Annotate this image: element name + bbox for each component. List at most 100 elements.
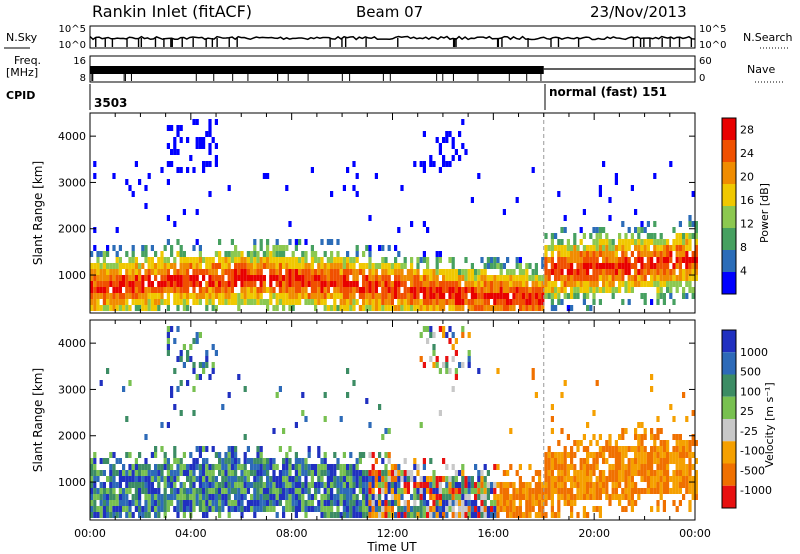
vel-cell bbox=[202, 368, 206, 374]
vel-cell bbox=[205, 494, 209, 500]
velocity-colorbar-tick: 500 bbox=[740, 366, 761, 379]
vel-cell bbox=[240, 488, 244, 494]
vel-cell bbox=[157, 500, 161, 506]
vel-cell bbox=[131, 476, 135, 482]
power-cell bbox=[275, 305, 279, 311]
vel-cell bbox=[240, 470, 244, 476]
vel-cell bbox=[550, 416, 554, 422]
power-cell bbox=[112, 305, 116, 311]
vel-cell bbox=[301, 482, 305, 488]
vel-cell bbox=[531, 500, 535, 506]
power-cell bbox=[99, 251, 103, 257]
power-cell bbox=[445, 269, 449, 275]
vel-cell bbox=[234, 464, 238, 470]
power-cell bbox=[458, 305, 462, 311]
power-cell bbox=[566, 269, 570, 275]
vel-cell bbox=[374, 458, 378, 464]
power-cell bbox=[403, 305, 407, 311]
power-cell bbox=[624, 239, 628, 245]
power-cell bbox=[112, 281, 116, 287]
vel-cell bbox=[570, 488, 574, 494]
power-cell bbox=[570, 305, 574, 311]
vel-cell bbox=[429, 476, 433, 482]
vel-cell bbox=[672, 434, 676, 440]
power-cell bbox=[598, 233, 602, 239]
power-cell bbox=[189, 275, 193, 281]
power-cell bbox=[656, 299, 660, 305]
power-cell bbox=[179, 263, 183, 269]
power-cell bbox=[93, 263, 97, 269]
power-cell bbox=[550, 299, 554, 305]
vel-cell bbox=[317, 470, 321, 476]
vel-cell bbox=[134, 476, 138, 482]
vel-cell bbox=[317, 488, 321, 494]
power-cell bbox=[304, 293, 308, 299]
power-cell bbox=[266, 263, 270, 269]
vel-cell bbox=[451, 506, 455, 512]
power-colorbar-tick: 28 bbox=[740, 124, 754, 137]
vel-cell bbox=[355, 476, 359, 482]
power-cell bbox=[326, 293, 330, 299]
power-cell bbox=[608, 263, 612, 269]
power-cell bbox=[230, 251, 234, 257]
power-cell bbox=[605, 281, 609, 287]
vel-cell bbox=[656, 506, 660, 512]
power-cell bbox=[179, 137, 183, 143]
power-cell bbox=[483, 293, 487, 299]
power-cell bbox=[493, 299, 497, 305]
power-cell bbox=[282, 287, 286, 293]
vel-cell bbox=[99, 482, 103, 488]
vel-cell bbox=[186, 506, 190, 512]
vel-cell bbox=[384, 482, 388, 488]
power-cell bbox=[192, 257, 196, 263]
power-cell bbox=[317, 281, 321, 287]
vel-cell bbox=[438, 326, 442, 332]
power-cell bbox=[374, 173, 378, 179]
vel-cell bbox=[464, 482, 468, 488]
vel-cell bbox=[294, 476, 298, 482]
power-cell bbox=[544, 233, 548, 239]
power-cell bbox=[237, 251, 241, 257]
power-cell bbox=[339, 275, 343, 281]
vel-cell bbox=[678, 500, 682, 506]
vel-cell bbox=[301, 506, 305, 512]
power-cell bbox=[256, 275, 260, 281]
power-cell bbox=[416, 257, 420, 263]
vel-cell bbox=[659, 428, 663, 434]
vel-cell bbox=[134, 506, 138, 512]
power-cell bbox=[147, 299, 151, 305]
vel-cell bbox=[314, 488, 318, 494]
vel-cell bbox=[288, 494, 292, 500]
power-cell bbox=[550, 263, 554, 269]
vel-cell bbox=[518, 500, 522, 506]
vel-cell bbox=[662, 482, 666, 488]
vel-cell bbox=[653, 440, 657, 446]
power-cell bbox=[413, 299, 417, 305]
vel-cell bbox=[470, 500, 474, 506]
vel-cell bbox=[499, 500, 503, 506]
vel-cell bbox=[394, 464, 398, 470]
vel-cell bbox=[166, 326, 170, 332]
vel-cell bbox=[397, 476, 401, 482]
power-cell bbox=[445, 299, 449, 305]
vel-cell bbox=[438, 488, 442, 494]
power-cell bbox=[608, 239, 612, 245]
power-cell bbox=[422, 251, 426, 257]
power-cell bbox=[326, 257, 330, 263]
vel-cell bbox=[675, 476, 679, 482]
vel-cell bbox=[170, 326, 174, 332]
power-cell bbox=[173, 275, 177, 281]
vel-cell bbox=[592, 464, 596, 470]
vel-cell bbox=[595, 380, 599, 386]
vel-cell bbox=[333, 512, 337, 518]
vel-cell bbox=[144, 512, 148, 518]
vel-cell bbox=[640, 470, 644, 476]
power-cell bbox=[218, 251, 222, 257]
vel-cell bbox=[342, 452, 346, 458]
power-cell bbox=[416, 281, 420, 287]
power-cell bbox=[560, 245, 564, 251]
vel-cell bbox=[256, 506, 260, 512]
vel-cell bbox=[634, 452, 638, 458]
